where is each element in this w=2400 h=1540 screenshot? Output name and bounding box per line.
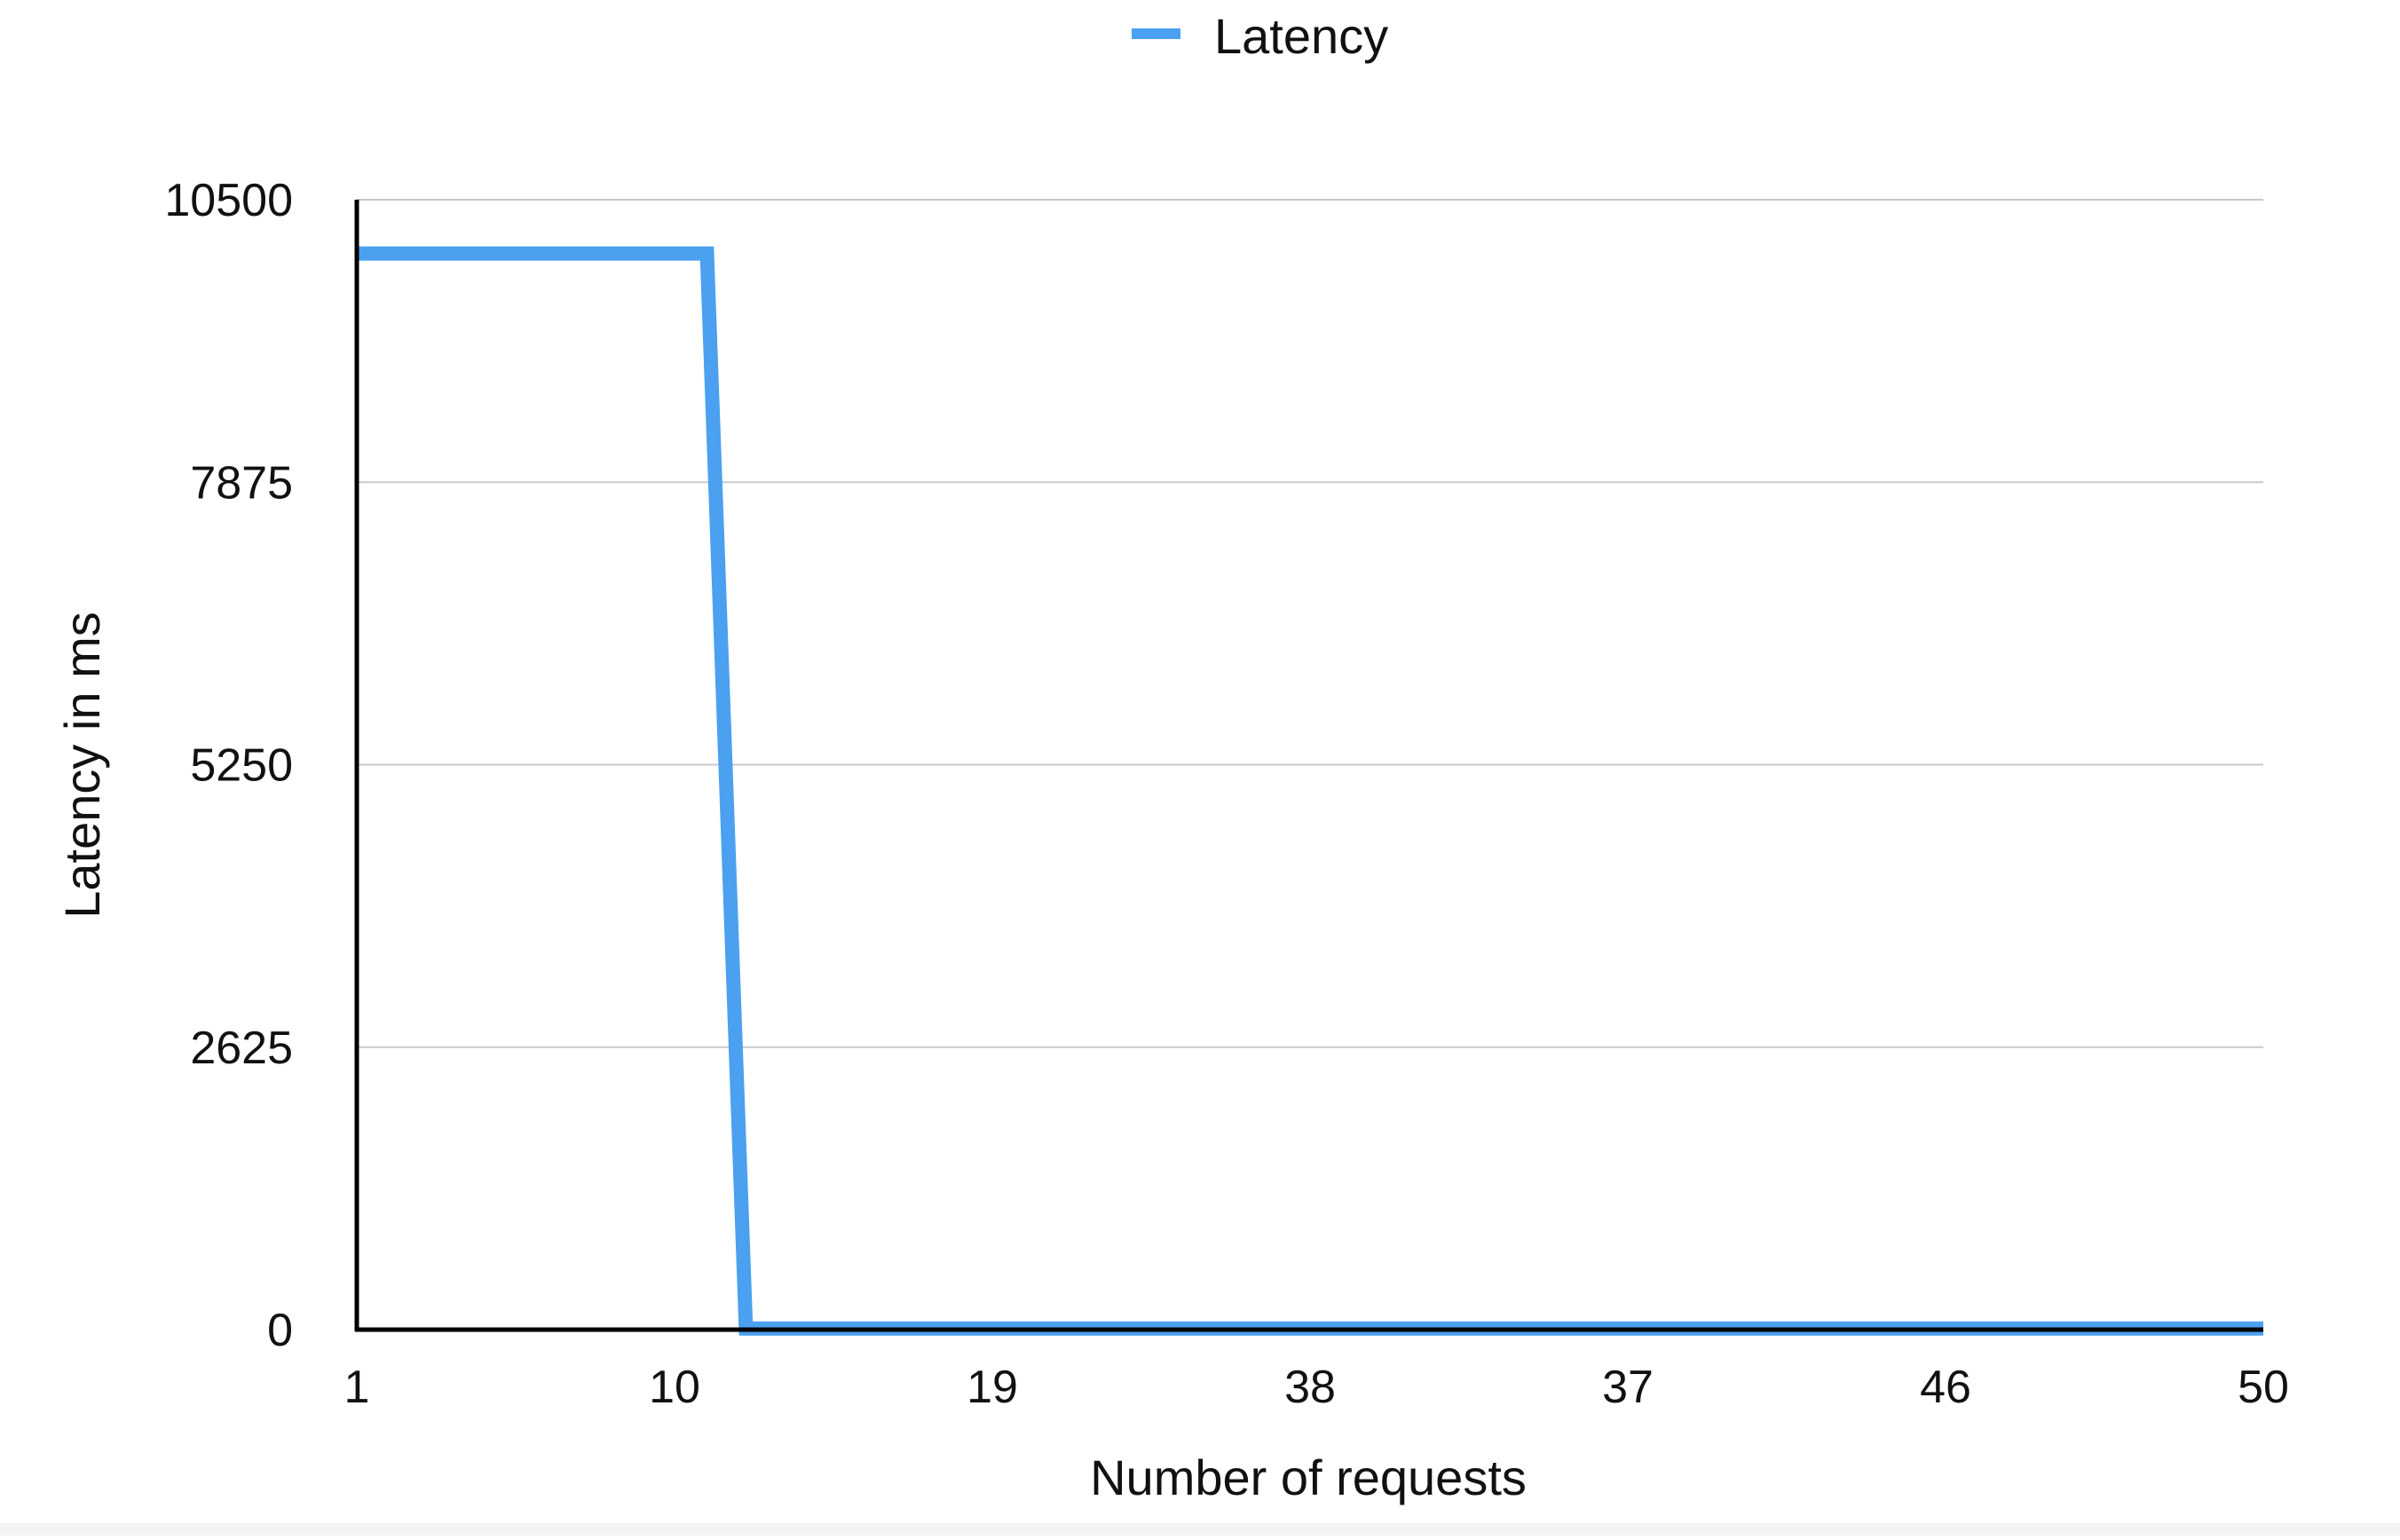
legend-label-latency: Latency [1214,8,1388,64]
x-tick-label-4: 37 [1602,1362,1654,1413]
y-tick-label-7875: 7875 [190,457,293,509]
x-tick-label-5: 46 [1920,1362,1971,1413]
gridlines [357,200,2263,1047]
x-tick-label-0: 1 [344,1362,370,1413]
y-tick-label-2625: 2625 [190,1023,293,1074]
x-axis-tick-labels: 1 10 19 38 37 46 50 [344,1362,2289,1413]
x-axis-title: Number of requests [1090,1449,1527,1505]
y-tick-label-5250: 5250 [190,740,293,792]
x-tick-label-2: 19 [967,1362,1018,1413]
y-axis-title: Latency in ms [54,612,110,919]
x-tick-label-1: 10 [649,1362,700,1413]
bottom-strip [0,1523,2400,1536]
y-axis-tick-labels: 0 2625 5250 7875 10500 [164,175,293,1356]
y-tick-label-0: 0 [267,1305,293,1356]
legend: Latency [1132,8,1388,64]
x-tick-label-6: 50 [2238,1362,2289,1413]
x-tick-label-3: 38 [1284,1362,1336,1413]
series-group [357,254,2263,1329]
y-tick-label-10500: 10500 [164,175,293,226]
series-line-latency [357,254,2263,1329]
